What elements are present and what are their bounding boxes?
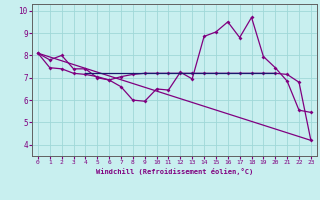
X-axis label: Windchill (Refroidissement éolien,°C): Windchill (Refroidissement éolien,°C): [96, 168, 253, 175]
